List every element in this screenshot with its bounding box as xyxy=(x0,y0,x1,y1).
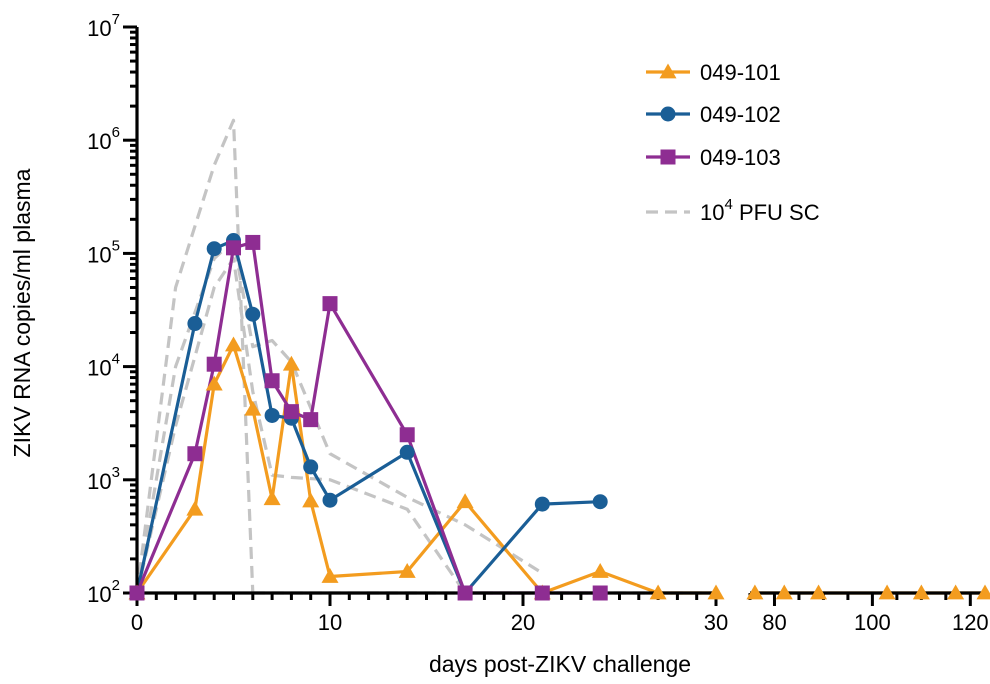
x-tick-label: 10 xyxy=(318,610,342,635)
data-point-049-103 xyxy=(129,585,145,601)
data-point-049-101 xyxy=(912,584,930,600)
legend: 049-101 049-102 049-103 104 PFU SC xyxy=(646,60,820,225)
x-tick-label: 100 xyxy=(854,610,891,635)
data-point-049-102 xyxy=(303,459,319,475)
data-point-049-101 xyxy=(947,584,965,600)
data-point-049-103 xyxy=(245,234,261,250)
reference-line-3 xyxy=(135,257,467,594)
data-point-049-103 xyxy=(303,412,319,428)
data-point-049-101 xyxy=(707,584,725,600)
y-tick-label: 104 xyxy=(87,351,120,381)
data-point-049-101 xyxy=(302,492,320,508)
data-point-049-101 xyxy=(263,490,281,506)
y-tick-label: 107 xyxy=(87,11,120,41)
data-point-049-101 xyxy=(205,375,223,391)
y-tick-label: 106 xyxy=(87,124,120,154)
data-point-049-101 xyxy=(810,584,828,600)
x-tick-label: 80 xyxy=(762,610,786,635)
data-point-049-102 xyxy=(187,316,203,332)
data-point-049-101 xyxy=(244,400,262,416)
y-tick-label: 102 xyxy=(87,577,120,607)
y-axis-title: ZIKV RNA copies/ml plasma xyxy=(9,168,35,457)
y-tick-label: 103 xyxy=(87,464,120,494)
series-line-049-103 xyxy=(135,240,601,595)
x-tick-label: 30 xyxy=(704,610,728,635)
x-axis-title: days post-ZIKV challenge xyxy=(429,651,691,677)
x-tick-label: 20 xyxy=(511,610,535,635)
data-point-049-101 xyxy=(456,493,474,509)
data-point-049-102 xyxy=(399,444,415,460)
reference-lines xyxy=(135,118,716,595)
data-point-049-101 xyxy=(398,562,416,578)
data-point-049-101 xyxy=(186,500,204,516)
data-point-049-103 xyxy=(226,240,241,256)
data-point-049-101 xyxy=(746,584,764,600)
series-markers xyxy=(128,233,990,601)
legend-label: 049-101 xyxy=(700,60,781,85)
data-point-049-103 xyxy=(264,373,280,389)
data-point-049-101 xyxy=(225,336,242,352)
data-point-049-102 xyxy=(534,496,550,512)
data-point-049-103 xyxy=(534,585,550,601)
legend-label: 049-103 xyxy=(700,145,781,170)
data-point-049-103 xyxy=(457,585,473,601)
data-point-049-102 xyxy=(322,492,338,508)
legend-label: 049-102 xyxy=(700,102,781,127)
x-tick-label: 0 xyxy=(131,610,143,635)
data-point-049-101 xyxy=(591,562,609,578)
series-line-049-101 xyxy=(135,343,716,595)
data-point-049-103 xyxy=(592,585,608,601)
reference-line-2 xyxy=(135,238,544,594)
data-point-049-101 xyxy=(878,584,896,600)
legend-marker xyxy=(660,149,676,165)
y-tick-label: 105 xyxy=(87,237,120,267)
data-point-049-103 xyxy=(322,296,338,312)
data-point-049-102 xyxy=(206,241,222,257)
series-line-049-102 xyxy=(135,238,601,595)
data-point-049-101 xyxy=(649,584,667,600)
data-point-049-103 xyxy=(206,356,222,372)
legend-marker xyxy=(660,106,676,122)
data-point-049-103 xyxy=(399,427,415,443)
series-lines xyxy=(135,238,985,595)
x-tick-label: 120 xyxy=(952,610,989,635)
data-point-049-101 xyxy=(976,584,990,600)
data-point-049-103 xyxy=(283,404,299,420)
legend-label-reference: 104 PFU SC xyxy=(700,196,820,225)
data-point-049-101 xyxy=(282,355,300,371)
data-point-049-102 xyxy=(592,494,608,510)
data-point-049-103 xyxy=(187,446,203,462)
data-point-049-102 xyxy=(264,407,280,423)
data-point-049-101 xyxy=(321,567,339,583)
legend-marker xyxy=(659,63,677,79)
data-point-049-101 xyxy=(775,584,793,600)
data-point-049-102 xyxy=(245,306,261,322)
